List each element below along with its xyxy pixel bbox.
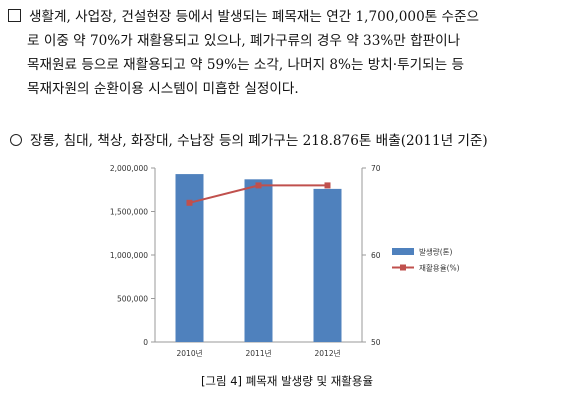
- bar: [244, 179, 273, 342]
- figure-caption: [그림 4] 폐목재 발생량 및 재활용율: [200, 374, 374, 388]
- legend-swatch-marker: [400, 264, 406, 271]
- paragraph-line-4: 목재자원의 순환이용 시스템이 미흡한 실정이다.: [27, 81, 299, 97]
- y-right-tick-label: 50: [371, 338, 381, 347]
- paragraph-line-3: 목재원료 등으로 재활용되고 약 59%는 소각, 나머지 8%는 방치·투기되…: [27, 57, 464, 73]
- line-point: [324, 182, 331, 189]
- paragraph-text-1: 생활계, 사업장, 건설현장 등에서 발생되는 폐목재는 연간 1,700,00…: [29, 9, 480, 25]
- y-left-tick-label: 1,000,000: [110, 251, 148, 260]
- circle-bullet-icon: [10, 134, 22, 146]
- x-tick-label: 2012년: [315, 348, 341, 358]
- legend-swatch-bar: [392, 248, 414, 255]
- legend-label: 발생량(톤): [419, 247, 453, 257]
- x-tick-label: 2010년: [177, 348, 203, 358]
- y-left-tick-label: 0: [143, 338, 148, 347]
- bullet-item: 장롱, 침대, 책상, 화장대, 수납장 등의 폐가구는 218.876톤 배출…: [10, 129, 488, 149]
- bullet-text: 장롱, 침대, 책상, 화장대, 수납장 등의 폐가구는 218.876톤 배출…: [30, 133, 488, 149]
- chart: 0 500,000 1,000,000 1,500,000 2,000,000 50 60 7…: [110, 164, 460, 358]
- line-point: [186, 199, 193, 206]
- bar: [313, 188, 342, 342]
- y-left-tick-label: 1,500,000: [110, 208, 148, 217]
- line-point: [255, 182, 262, 189]
- y-right-tick-label: 60: [371, 251, 381, 260]
- y-right-tick-label: 70: [371, 164, 381, 173]
- x-tick-label: 2011년: [246, 348, 272, 358]
- y-left-tick-label: 500,000: [117, 295, 148, 304]
- checkbox-square-icon: [8, 9, 21, 22]
- y-left-tick-label: 2,000,000: [110, 164, 148, 173]
- legend-label: 재활용율(%): [419, 263, 460, 273]
- bar: [175, 174, 204, 342]
- paragraph-line-2: 로 이중 약 70%가 재활용되고 있으나, 폐가구류의 경우 약 33%만 합…: [27, 33, 461, 49]
- paragraph-line-1: 생활계, 사업장, 건설현장 등에서 발생되는 폐목재는 연간 1,700,00…: [8, 8, 479, 26]
